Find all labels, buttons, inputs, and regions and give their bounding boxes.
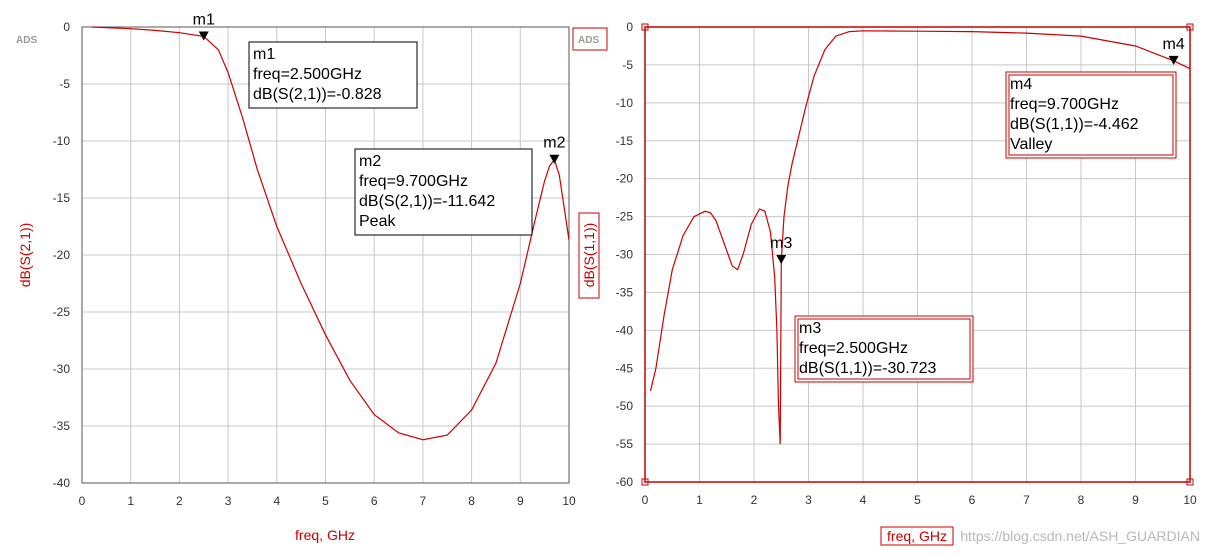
chart-s21-xtick-label: 7 (420, 494, 427, 508)
chart-s11-xlabel-frame (880, 526, 954, 546)
marker-m1-label: m1 (193, 11, 215, 28)
watermark: https://blog.csdn.net/ASH_GUARDIAN (960, 528, 1200, 544)
chart-s11-ytick-label: -20 (616, 172, 634, 186)
chart-s11-ytick-label: -45 (616, 361, 634, 375)
chart-s21-xtick-label: 8 (468, 494, 475, 508)
chart-s11-corner-handles (641, 23, 1194, 486)
chart-s11-ytick-label: 0 (626, 20, 633, 34)
marker-m1-readout-line: freq=2.500GHz (253, 66, 362, 83)
chart-s11-ytick-label: -35 (616, 285, 634, 299)
chart-s21-ytick-label: -40 (53, 476, 71, 490)
chart-s11-xtick-label: 2 (751, 493, 758, 507)
chart-s11-markers: m3 m3 freq=2.500GHz dB(S(1,1))=-30.723 m4 m4 f… (770, 36, 1185, 383)
chart-s11-xtick-label: 5 (914, 493, 921, 507)
chart-s21-xtick-label: 5 (322, 494, 329, 508)
chart-s21-xlabel: freq, GHz (295, 527, 355, 543)
marker-m4-readout-inner-frame (1008, 74, 1174, 156)
chart-s11-xtick-label: 7 (1023, 493, 1030, 507)
chart-s11-ytick-label: -40 (616, 323, 634, 337)
chart-s11-ytick-label: -50 (616, 399, 634, 413)
chart-s21-ytick-label: 0 (63, 20, 70, 34)
marker-m3-triangle[interactable] (776, 254, 787, 264)
chart-s11-xtick-label: 6 (969, 493, 976, 507)
chart-s21-xtick-label: 2 (176, 494, 183, 508)
marker-m3-readout-box[interactable] (794, 315, 974, 383)
chart-s21-ytick-label: -30 (53, 362, 71, 376)
chart-s11-xtick-label: 10 (1183, 493, 1197, 507)
marker-m2-readout-line: dB(S(2,1))=-11.642 (359, 193, 495, 210)
chart-s21-plot-frame (81, 26, 570, 484)
chart-s11-ytick-label: -15 (616, 134, 634, 148)
chart-s11-ytick-label: -10 (616, 96, 634, 110)
chart-s11-xtick-label: 9 (1132, 493, 1139, 507)
chart-s21: 0 1 2 3 4 5 6 7 8 9 100-5-10-15-20-25-30-35-40 m1m… (16, 11, 576, 543)
chart-s11-ytick-label: -30 (616, 248, 634, 262)
chart-s21-ticks: 0 1 2 3 4 5 6 7 8 9 10 0 -5 -10 -15 -20 -25 -30 -35 -40 (53, 20, 576, 508)
marker-m2-readout-line: freq=9.700GHz (359, 173, 468, 190)
chart-s11-plot-frame (644, 26, 1191, 483)
chart-s11-ytick-label: -25 (616, 210, 634, 224)
marker-m4-readout-box[interactable] (1005, 71, 1177, 159)
chart-s11-xtick-label: 3 (805, 493, 812, 507)
chart-s21-ytick-label: -20 (53, 248, 71, 262)
marker-m3-readout-line: dB(S(1,1))=-30.723 (799, 360, 937, 377)
marker-m4-readout-line: Valley (1010, 136, 1052, 153)
marker-m4-readout-line: freq=9.700GHz (1010, 96, 1119, 113)
chart-s11-xtick-label: 0 (642, 493, 649, 507)
marker-m3-readout-line: m3 (799, 320, 821, 337)
chart-s21-badge: ADS (16, 35, 37, 46)
marker-m1-triangle[interactable] (198, 31, 209, 41)
marker-m4-readout-line: dB(S(1,1))=-4.462 (1010, 116, 1139, 133)
marker-m3-readout-inner-frame (797, 318, 971, 380)
chart-s21-ytick-label: -15 (53, 191, 71, 205)
chart-s11-ticks: 0 1 2 3 4 5 6 7 8 9 10 0 -5 -10 -15 -20 -25 -30 -35 -40 -45 -… (616, 20, 1197, 507)
marker-m2-readout-line: Peak (359, 213, 396, 230)
marker-m4-label: m4 (1163, 36, 1185, 53)
chart-s21-ytick-label: -5 (59, 77, 70, 91)
chart-s11: 0 1 2 3 4 5 6 7 8 9 10 0 -5 -10 -15 -20 -25 -30 -35 -40 -45 -… (572, 20, 1197, 546)
chart-s11-xtick-label: 8 (1078, 493, 1085, 507)
chart-s21-ytick-label: -35 (53, 419, 71, 433)
chart-s21-ytick-label: -25 (53, 305, 71, 319)
chart-s11-ylabel: dB(S(1,1)) (581, 223, 597, 288)
marker-m3-label: m3 (770, 235, 792, 252)
chart-s11-ytick-label: -60 (616, 475, 634, 489)
chart-s11-xlabel: freq, GHz (887, 528, 947, 544)
marker-m1-readout-line: dB(S(2,1))=-0.828 (253, 86, 382, 103)
marker-m1-readout-box[interactable] (248, 41, 418, 109)
marker-m4-readout-line: m4 (1010, 76, 1032, 93)
marker-m2-label: m2 (543, 135, 565, 152)
chart-s21-xtick-label: 10 (562, 494, 576, 508)
chart-s21-trace (91, 26, 570, 441)
chart-s11-ytick-label: -5 (622, 58, 633, 72)
marker-m3-readout-line: freq=2.500GHz (799, 340, 908, 357)
marker-m1-readout-line: m1 (253, 46, 275, 63)
chart-s21-ytick-label: -10 (53, 134, 71, 148)
chart-s21-xtick-label: 4 (273, 494, 280, 508)
marker-m2-triangle[interactable] (549, 154, 560, 164)
marker-m2-readout-box[interactable] (354, 148, 533, 236)
chart-s11-xtick-label: 1 (696, 493, 703, 507)
chart-s21-markers: m1 m1 freq=2.500GHz dB(S(2,1))=-0.828 m2 m2 fr… (193, 11, 566, 236)
chart-s11-badge-frame (572, 27, 608, 51)
marker-m2-readout-line: m2 (359, 153, 381, 170)
chart-s21-xtick-label: 3 (225, 494, 232, 508)
chart-s21-xtick-label: 6 (371, 494, 378, 508)
chart-s11-badge: ADS (578, 35, 599, 46)
chart-s21-xtick-label: 9 (517, 494, 524, 508)
chart-s11-trace (649, 30, 1191, 445)
chart-s11-ytick-label: -55 (616, 437, 634, 451)
chart-s21-xtick-label: 0 (79, 494, 86, 508)
chart-s21-xtick-label: 1 (127, 494, 134, 508)
chart-s11-ylabel-frame (578, 212, 600, 299)
chart-s11-xtick-label: 4 (860, 493, 867, 507)
marker-m4-triangle[interactable] (1168, 55, 1179, 65)
chart-s21-ylabel: dB(S(2,1)) (17, 223, 33, 288)
